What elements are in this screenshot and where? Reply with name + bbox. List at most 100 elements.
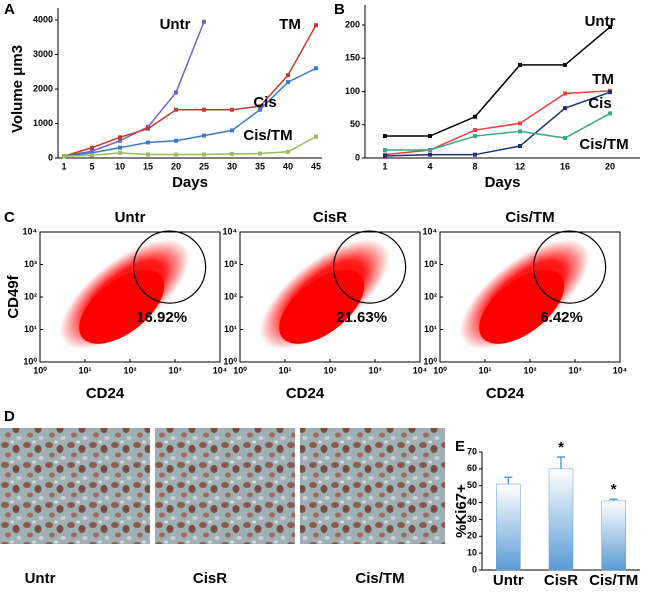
x-tick-label: 8 — [472, 161, 477, 171]
x-tick-label: 12 — [515, 161, 525, 171]
series-line — [384, 90, 611, 156]
series-line — [63, 24, 317, 157]
panel-letter: A — [4, 1, 15, 18]
x-tick-label: 5 — [89, 161, 94, 171]
y-tick-label: 50 — [350, 119, 360, 129]
y-tick-label: 0 — [472, 564, 477, 574]
series-label: Untr — [585, 13, 616, 30]
point — [518, 129, 522, 134]
x-tick-label: 20 — [171, 161, 181, 171]
series-label: TM — [592, 71, 614, 88]
point — [314, 66, 318, 71]
y-tick-label: 1000 — [33, 118, 53, 128]
y-tick-label: 10⁰ — [23, 356, 37, 366]
x-axis-label: CD24 — [486, 385, 525, 402]
point — [608, 111, 612, 116]
x-axis-label: CD24 — [286, 385, 325, 402]
histology-image — [155, 428, 295, 544]
bar — [496, 483, 521, 571]
series-label: Untr — [160, 16, 191, 33]
x-tick-label: 10² — [323, 365, 336, 375]
x-tick-label: 10³ — [168, 365, 181, 375]
point — [428, 134, 432, 139]
x-tick-label: 10⁰ — [33, 365, 47, 375]
point — [473, 152, 477, 157]
cell-cloud — [79, 269, 165, 344]
point — [608, 90, 612, 95]
series-line — [63, 135, 317, 158]
cell-cloud — [479, 269, 565, 344]
point — [258, 107, 262, 112]
y-tick-label: 2000 — [33, 83, 53, 93]
chart-title: Untr — [115, 209, 146, 226]
point — [118, 135, 122, 140]
point — [118, 150, 122, 155]
point — [90, 153, 94, 158]
series-line — [384, 91, 611, 157]
gate-percent: 21.63% — [336, 309, 387, 326]
y-axis-label: CD49f — [5, 274, 22, 318]
point — [314, 23, 318, 28]
panel-letter: D — [4, 408, 15, 425]
x-tick-label: 25 — [199, 161, 209, 171]
x-tick-label: 10¹ — [78, 365, 91, 375]
y-tick-label: 10² — [424, 291, 437, 301]
y-tick-label: 100 — [345, 86, 360, 96]
x-tick-label: 10 — [115, 161, 125, 171]
series-line — [385, 26, 611, 137]
gate — [333, 230, 407, 304]
y-tick-label: 150 — [345, 53, 360, 63]
point — [518, 144, 522, 149]
histology-image — [0, 428, 150, 544]
point — [286, 149, 290, 154]
y-tick-label: 10² — [224, 291, 237, 301]
panel-letter: B — [334, 1, 345, 18]
point — [608, 24, 612, 29]
x-tick-label: 1 — [382, 161, 387, 171]
y-tick-label: 10⁴ — [23, 226, 37, 236]
y-tick-label: 10¹ — [224, 324, 237, 334]
y-tick-label: 10² — [24, 291, 37, 301]
x-tick-label: 10³ — [568, 365, 581, 375]
point — [90, 145, 94, 150]
error-bar — [557, 456, 565, 469]
series-label: Cis — [253, 94, 276, 111]
x-tick-label: 10⁴ — [613, 365, 627, 375]
point — [146, 140, 150, 145]
error-bar — [504, 476, 513, 485]
series-label: Cis/TM — [579, 136, 628, 153]
gate — [133, 230, 207, 304]
point — [428, 148, 432, 153]
y-tick-label: 10⁰ — [223, 356, 237, 366]
y-tick-label: 10 — [467, 548, 477, 558]
y-tick-label: 0 — [48, 152, 53, 162]
point — [118, 138, 122, 143]
point — [62, 154, 66, 159]
x-tick-label: CisR — [544, 572, 578, 589]
x-tick-label: 20 — [605, 161, 615, 171]
point — [563, 91, 567, 96]
point — [230, 107, 234, 112]
y-tick-label: 0 — [355, 152, 360, 162]
x-tick-label: 35 — [255, 161, 265, 171]
point — [118, 145, 122, 150]
cell-cloud — [279, 269, 365, 344]
point — [146, 152, 150, 157]
x-axis-label: CD24 — [86, 385, 125, 402]
bar — [601, 500, 626, 571]
x-tick-label: 40 — [283, 161, 293, 171]
significance: * — [558, 439, 564, 456]
x-tick-label: 10¹ — [478, 365, 491, 375]
x-tick-label: Untr — [493, 572, 524, 589]
x-tick-label: 10¹ — [278, 365, 291, 375]
bar — [548, 468, 574, 571]
y-tick-label: 70 — [467, 446, 477, 456]
x-tick-label: 15 — [143, 161, 153, 171]
chart-title: CisR — [313, 209, 347, 226]
series-line — [385, 112, 611, 151]
y-tick-label: 40 — [467, 497, 477, 507]
x-tick-label: 10³ — [368, 365, 381, 375]
x-tick-label: 4 — [427, 161, 432, 171]
point — [563, 136, 567, 141]
series-line — [63, 67, 317, 158]
